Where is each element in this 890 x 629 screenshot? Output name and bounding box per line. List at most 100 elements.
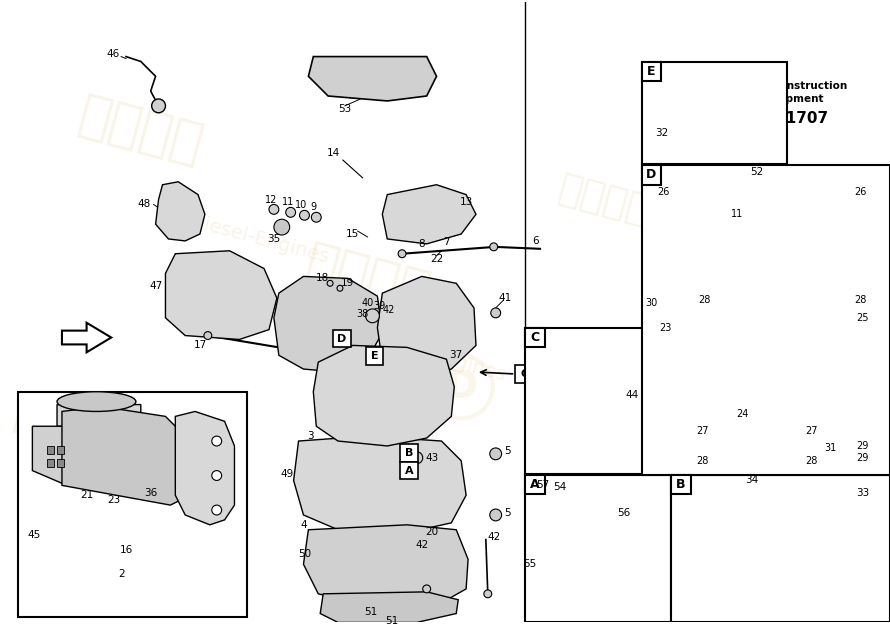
Text: 27: 27 [805,426,817,436]
Text: 55: 55 [523,559,537,569]
Text: 柴发动力: 柴发动力 [665,303,780,372]
Bar [18,392,247,618]
Text: 44: 44 [625,390,638,399]
Circle shape [748,201,756,208]
Circle shape [300,210,310,220]
Text: 51: 51 [364,606,377,616]
Text: D: D [46,467,77,503]
Text: 32: 32 [655,128,668,138]
Text: 5: 5 [505,446,511,456]
Polygon shape [62,323,111,352]
Circle shape [286,208,295,217]
Text: A: A [405,465,413,476]
Text: 23: 23 [108,495,121,505]
Circle shape [490,509,502,521]
Circle shape [742,525,762,545]
Text: 11: 11 [731,209,743,220]
Text: 柴发动力: 柴发动力 [73,89,208,172]
Text: 39: 39 [373,301,385,311]
Text: 33: 33 [856,488,869,498]
Text: 柴发动力: 柴发动力 [300,237,435,320]
Text: 28: 28 [805,456,817,465]
Text: 24: 24 [736,409,748,420]
Polygon shape [294,436,466,533]
Bar [688,379,695,387]
Polygon shape [320,592,458,623]
Text: 12: 12 [264,194,277,204]
Text: 35: 35 [267,234,280,244]
Polygon shape [313,345,454,446]
Text: 11: 11 [281,198,294,208]
Circle shape [807,225,815,233]
Circle shape [490,243,498,251]
Text: 22: 22 [430,253,443,264]
Circle shape [717,232,727,242]
Text: 10: 10 [295,201,308,211]
Text: 50: 50 [298,549,311,559]
Circle shape [269,204,279,214]
Text: 20: 20 [425,526,438,537]
Ellipse shape [822,318,850,357]
Text: 7: 7 [443,237,449,247]
Text: 17: 17 [193,340,206,350]
Text: 31: 31 [825,443,837,453]
Circle shape [699,442,707,450]
Circle shape [212,470,222,481]
Text: 26: 26 [657,187,669,197]
Circle shape [807,442,815,450]
Polygon shape [723,367,836,411]
Text: 29: 29 [856,453,869,463]
Circle shape [678,446,688,456]
Bar [678,365,685,373]
Text: 53: 53 [338,104,352,114]
Text: D: D [337,333,346,343]
Bar [400,462,417,479]
Text: 37: 37 [449,350,463,360]
Text: 6: 6 [532,236,538,246]
Circle shape [274,220,289,235]
Circle shape [312,213,321,222]
Bar [642,165,661,185]
Bar [525,328,671,474]
Text: 9: 9 [311,203,316,213]
Text: 52: 52 [750,167,764,177]
Circle shape [423,585,431,593]
Text: Diesel-Engines: Diesel-Engines [69,456,192,505]
Text: 15: 15 [346,229,360,239]
Text: 4: 4 [300,520,307,530]
Polygon shape [383,185,476,244]
Text: D: D [668,252,698,286]
Circle shape [807,201,815,208]
Text: 2: 2 [117,569,125,579]
Ellipse shape [813,308,858,367]
Text: 16: 16 [119,545,133,555]
Bar [525,474,545,494]
Bar [333,330,351,347]
Bar [642,62,661,81]
Circle shape [742,165,781,204]
Bar [642,62,788,164]
Text: Diesel-Engines: Diesel-Engines [187,211,331,267]
Polygon shape [303,525,468,609]
Ellipse shape [692,98,724,120]
Text: D: D [445,368,477,406]
Text: 柴发动力: 柴发动力 [10,392,124,461]
Polygon shape [57,404,141,426]
Bar [366,347,384,365]
Circle shape [531,531,539,538]
Text: 21: 21 [80,490,93,500]
Text: C: C [521,369,529,379]
Text: 28: 28 [854,295,867,305]
Circle shape [337,286,343,291]
Text: 18: 18 [316,274,328,284]
Polygon shape [553,500,612,550]
Polygon shape [62,406,195,505]
Circle shape [662,333,678,349]
Bar [525,474,671,623]
Bar [688,365,695,373]
Text: 40: 40 [361,298,374,308]
Polygon shape [32,426,101,486]
Circle shape [845,201,853,208]
Text: 8: 8 [418,239,425,249]
Circle shape [720,503,783,566]
